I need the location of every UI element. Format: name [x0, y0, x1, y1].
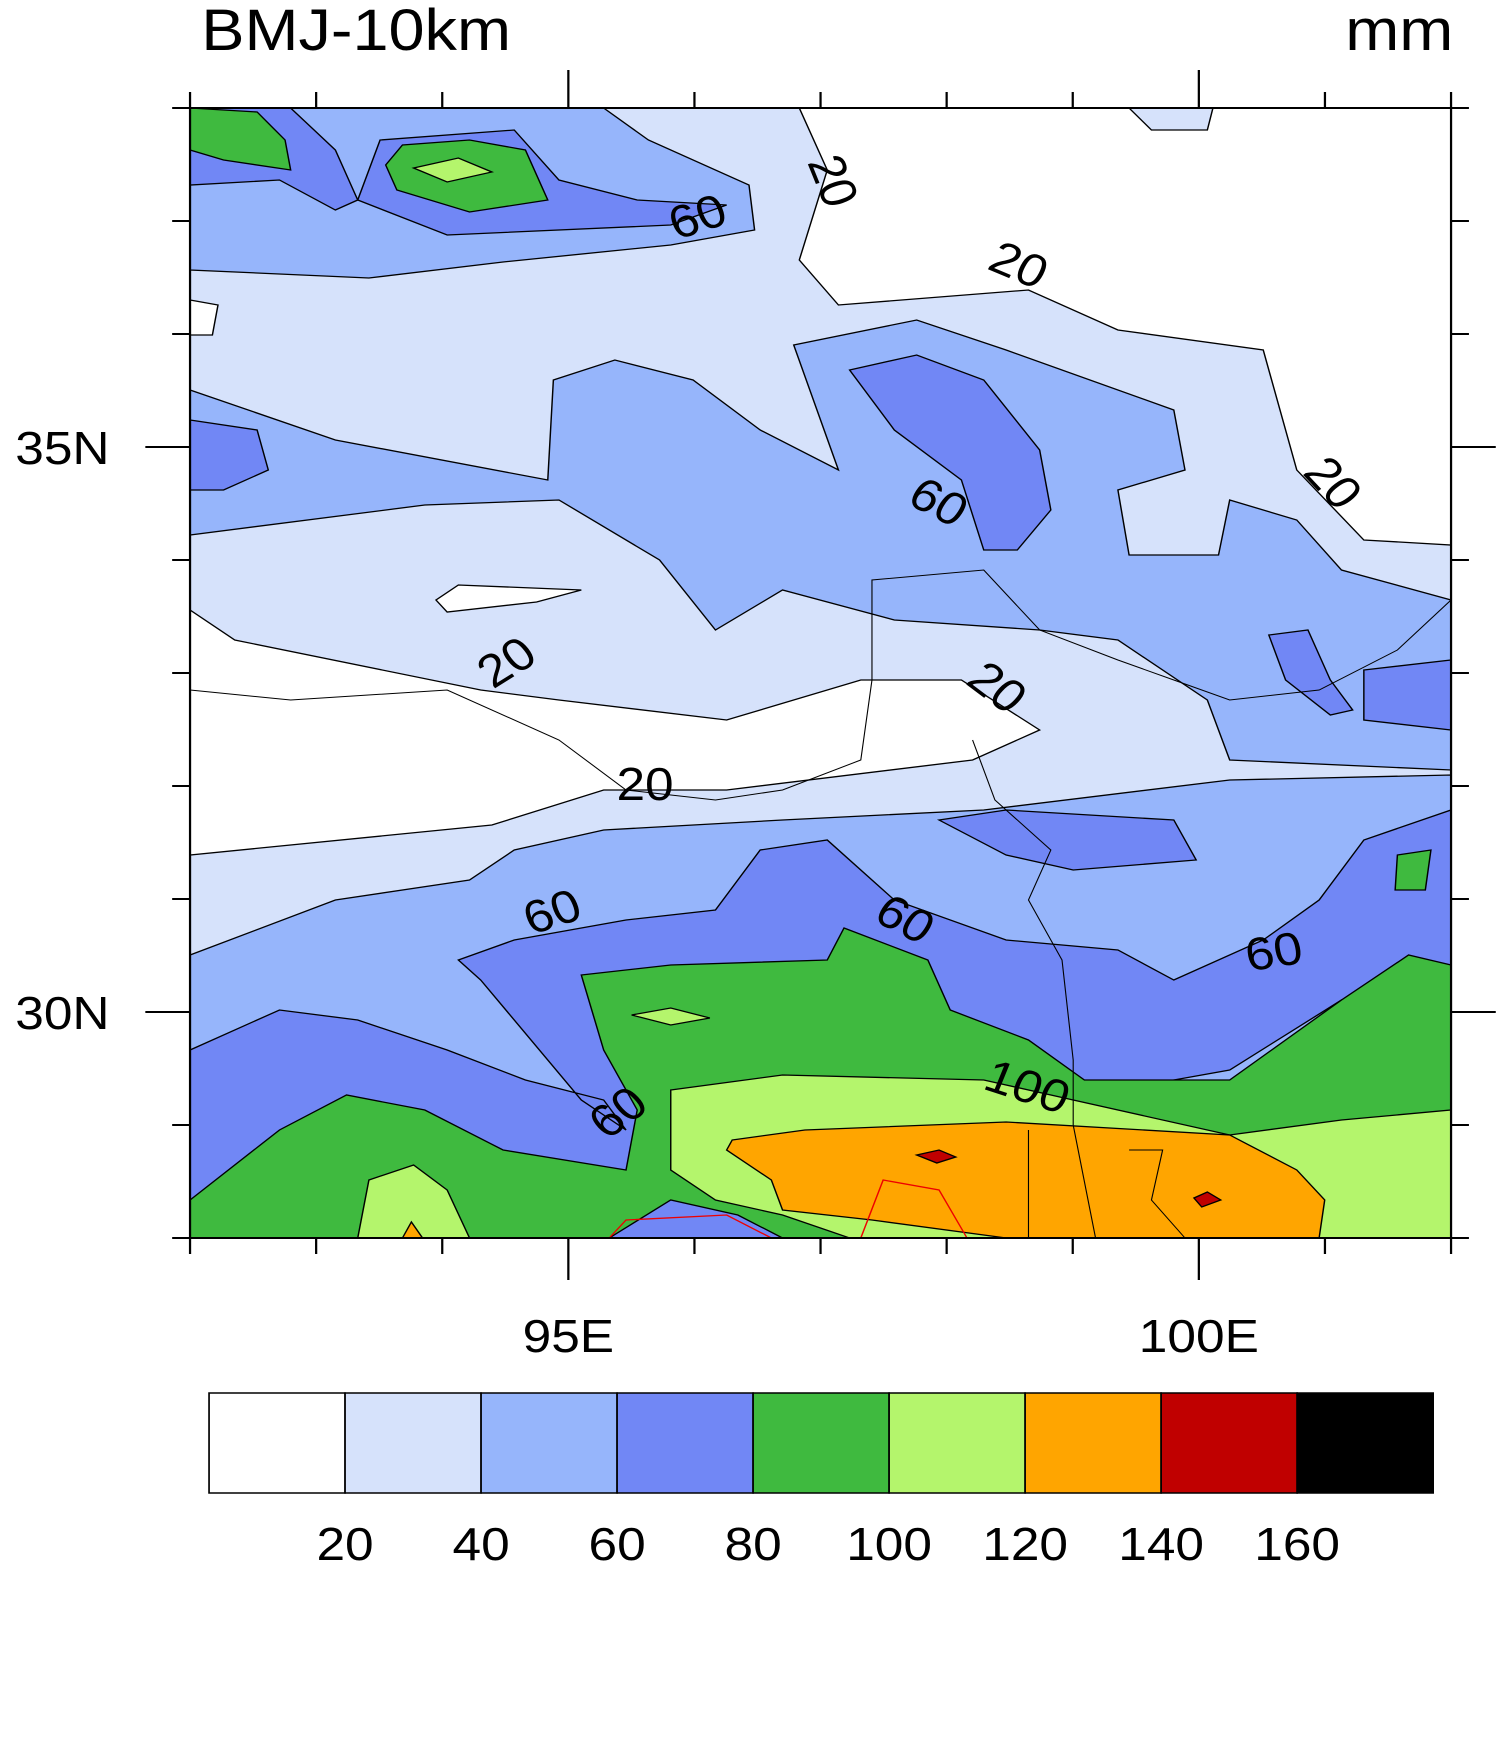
border-line [1129, 1149, 1186, 1239]
colorbar-label: 100 [846, 1519, 932, 1570]
y-tick-label: 30N [15, 988, 109, 1039]
boundary-line [860, 1179, 968, 1239]
borders [189, 569, 1452, 1239]
colorbar-box [208, 1392, 346, 1494]
contour-label: 20 [616, 760, 673, 811]
x-tick-label: 95E [523, 1311, 614, 1362]
units: mm [1345, 0, 1453, 63]
y-tick-label: 35N [15, 423, 109, 474]
level-area [1267, 629, 1354, 716]
title: BMJ-10km [201, 0, 511, 63]
level-area [411, 157, 495, 183]
colorbar-label: 140 [1118, 1519, 1204, 1570]
level-area [914, 1149, 958, 1164]
colorbar-box [480, 1392, 618, 1494]
colorbar-label: 40 [452, 1519, 509, 1570]
colorbar-box [616, 1392, 754, 1494]
border-line [189, 569, 1452, 801]
level-area [189, 319, 1452, 771]
contour-label: 60 [1241, 923, 1307, 982]
level-area [434, 584, 582, 613]
x-tick-label: 100E [1139, 1311, 1259, 1362]
colorbar-label: 160 [1254, 1519, 1340, 1570]
level-area [1363, 659, 1452, 731]
colorbar-box [752, 1392, 890, 1494]
colorbar-box [1024, 1392, 1162, 1494]
level-area [848, 354, 1052, 551]
level-area [631, 1007, 711, 1026]
level-area [189, 299, 219, 336]
colorbar-label: 80 [725, 1519, 782, 1570]
colorbar-box [344, 1392, 482, 1494]
colorbar-label: 60 [588, 1519, 645, 1570]
colorbar-box [1296, 1392, 1434, 1494]
level-area [1192, 1191, 1223, 1208]
colorbar-label: 20 [316, 1519, 373, 1570]
level-area [189, 608, 1042, 856]
level-area [1394, 849, 1432, 891]
colorbar-label: 120 [982, 1519, 1068, 1570]
colorbar-box [1160, 1392, 1298, 1494]
precip-field [189, 107, 1452, 1239]
boundary-line [608, 1214, 772, 1239]
colorbar-box [888, 1392, 1026, 1494]
border-line [972, 739, 1097, 1239]
